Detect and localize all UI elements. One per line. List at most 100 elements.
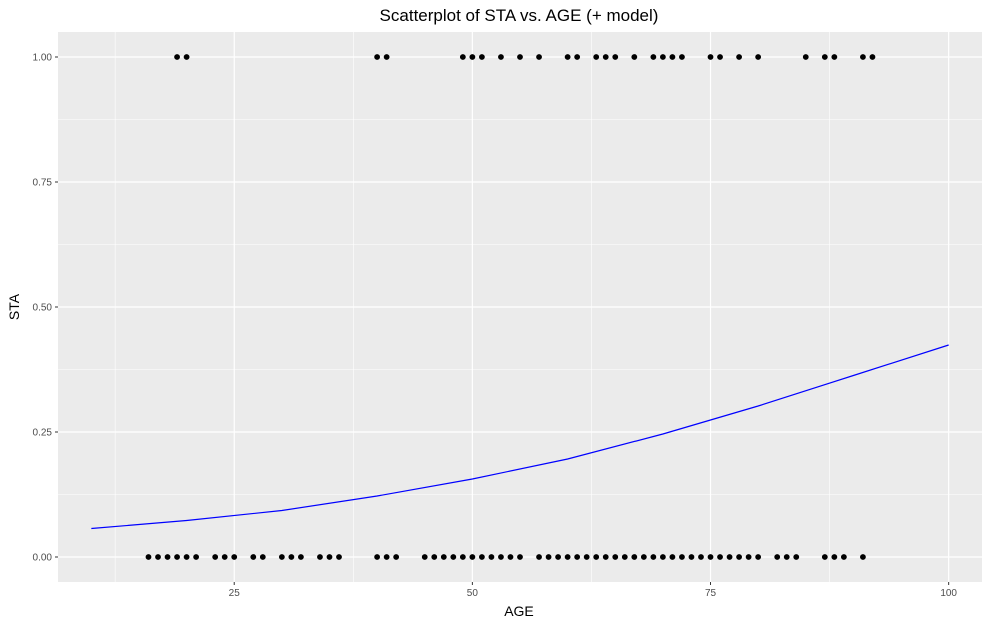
data-point [431, 554, 438, 560]
data-point [602, 54, 609, 60]
data-point [783, 554, 790, 560]
data-point [612, 554, 619, 560]
data-point [536, 54, 542, 60]
data-point [393, 554, 400, 560]
data-point [469, 54, 476, 60]
data-point [326, 554, 333, 560]
data-point [231, 554, 238, 560]
data-point [517, 54, 523, 60]
data-point [869, 54, 876, 60]
data-point [517, 554, 523, 560]
x-tick-label: 50 [467, 588, 479, 599]
data-point [669, 54, 676, 60]
data-point [621, 554, 628, 560]
data-point [498, 554, 504, 560]
data-point [631, 554, 638, 560]
data-point [564, 54, 571, 60]
data-point [555, 554, 561, 560]
data-point [755, 554, 762, 560]
data-point [640, 554, 647, 560]
data-point [602, 554, 609, 560]
data-point [669, 554, 676, 560]
data-point [479, 554, 485, 560]
data-point [564, 554, 571, 560]
data-point [574, 554, 581, 560]
data-point [755, 54, 762, 60]
data-point [659, 554, 666, 560]
y-tick-label: 0.00 [33, 553, 53, 564]
data-point [688, 554, 695, 560]
y-tick-label: 0.50 [33, 303, 53, 314]
model-curve [91, 344, 949, 530]
data-point [440, 554, 447, 560]
major-gridlines [58, 32, 982, 582]
data-point [574, 54, 581, 60]
y-tick-label: 1.00 [33, 53, 53, 64]
data-point [679, 54, 685, 60]
data-point [174, 554, 180, 560]
data-point [212, 554, 219, 560]
data-point [298, 554, 304, 560]
data-point [421, 554, 428, 560]
x-tick-label: 75 [705, 588, 717, 599]
data-point [840, 554, 847, 560]
data-point [679, 554, 685, 560]
data-point [659, 54, 666, 60]
data-point [583, 554, 590, 560]
data-point [183, 54, 190, 60]
chart-title: Scatterplot of STA vs. AGE (+ model) [380, 6, 659, 25]
y-tick-label: 0.25 [33, 428, 53, 439]
data-point [459, 554, 466, 560]
data-point [336, 554, 342, 560]
x-tick-label: 25 [229, 588, 241, 599]
data-point [174, 54, 180, 60]
data-point [593, 54, 600, 60]
data-point [831, 554, 838, 560]
data-point [507, 554, 514, 560]
data-point [612, 54, 619, 60]
data-point [802, 54, 809, 60]
data-point [593, 554, 600, 560]
data-point [164, 554, 171, 560]
data-point [469, 554, 476, 560]
data-point [498, 54, 504, 60]
data-point [193, 554, 200, 560]
data-point [145, 554, 152, 560]
data-point [479, 54, 485, 60]
data-point [736, 54, 742, 60]
data-point [374, 54, 381, 60]
data-point [288, 554, 295, 560]
data-point [726, 554, 733, 560]
data-point [860, 554, 866, 560]
data-point [631, 54, 638, 60]
data-point [155, 554, 161, 560]
data-point [259, 554, 266, 560]
data-point [821, 54, 828, 60]
data-point [545, 554, 552, 560]
model-curve-layer [91, 344, 949, 530]
data-point [250, 554, 257, 560]
data-point [650, 554, 657, 560]
data-point [536, 554, 542, 560]
x-axis-title: AGE [504, 603, 534, 619]
data-point [317, 554, 323, 560]
data-points-layer [145, 54, 876, 560]
data-point [793, 554, 800, 560]
data-point [821, 554, 828, 560]
x-tick-label: 100 [940, 588, 957, 599]
data-point [745, 554, 752, 560]
data-point [459, 54, 466, 60]
data-point [183, 554, 190, 560]
axes: 25 50 75 100 0.00 0.25 0.50 0.75 1.00 [33, 53, 958, 600]
data-point [374, 554, 381, 560]
data-point [278, 554, 285, 560]
data-point [717, 54, 723, 60]
data-point [707, 54, 714, 60]
data-point [774, 554, 781, 560]
data-point [450, 554, 457, 560]
data-point [698, 554, 704, 560]
data-point [707, 554, 714, 560]
data-point [860, 54, 866, 60]
data-point [383, 54, 390, 60]
